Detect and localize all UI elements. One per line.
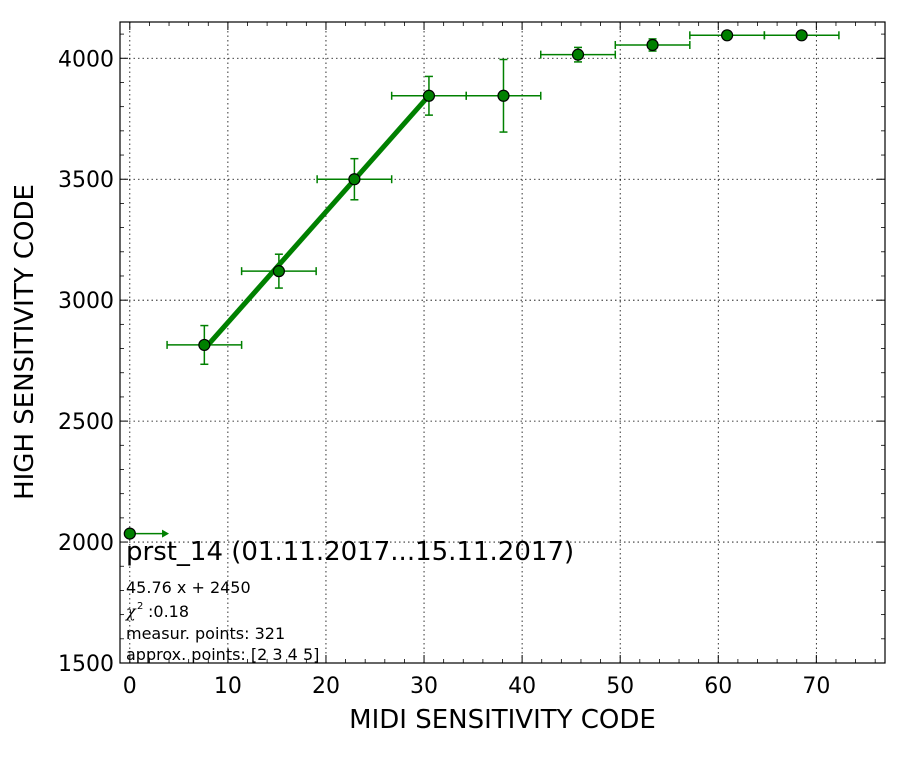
data-point [272, 265, 285, 278]
y-tick-label: 1500 [58, 652, 114, 677]
x-tick-label: 30 [410, 674, 438, 699]
data-point [571, 48, 585, 61]
annotation-chi2-exponent: 2 [137, 601, 143, 612]
x-tick-label: 0 [123, 674, 137, 699]
x-axis-label: MIDI SENSITIVITY CODE [349, 705, 656, 735]
y-tick-label: 2500 [58, 410, 114, 435]
annotation-title: prst_14 (01.11.2017...15.11.2017) [126, 537, 574, 567]
data-point [348, 173, 361, 186]
tick-labels: 0 10 20 30 40 50 60 70 1500 2000 2500 3000 3500 4000 [58, 47, 830, 699]
fit-line-group [202, 93, 431, 351]
data-point [198, 338, 211, 352]
plot-frame [119, 21, 886, 664]
annotation-measur-points: measur. points: 321 [126, 624, 285, 643]
annotation-chi2-symbol: χ [125, 602, 137, 621]
axis-ticks [120, 22, 885, 664]
fit-line [202, 93, 431, 351]
data-point [123, 527, 136, 540]
y-tick-label: 3000 [58, 289, 114, 314]
x-tick-label: 20 [312, 674, 340, 699]
annotation-approx-points: approx. points: [2 3 4 5] [126, 645, 319, 664]
x-tick-label: 70 [802, 674, 830, 699]
data-point [422, 89, 436, 102]
annotation-equation: 45.76 x + 2450 [126, 578, 251, 597]
x-tick-label: 50 [606, 674, 634, 699]
data-point [646, 38, 659, 52]
y-tick-label: 3500 [58, 168, 114, 193]
data-points [123, 29, 808, 540]
data-point [795, 29, 808, 42]
x-tick-label: 10 [214, 674, 242, 699]
x-tick-label: 60 [704, 674, 732, 699]
error-bars [129, 31, 840, 538]
annotation-chi2: :0.18 [148, 602, 189, 621]
x-tick-label: 40 [508, 674, 536, 699]
data-point [497, 89, 510, 102]
data-point [720, 29, 734, 42]
y-axis-label: HIGH SENSITIVITY CODE [10, 184, 40, 500]
limit-arrow-head [162, 529, 170, 538]
y-tick-label: 2000 [58, 531, 114, 556]
y-tick-label: 4000 [58, 47, 114, 72]
